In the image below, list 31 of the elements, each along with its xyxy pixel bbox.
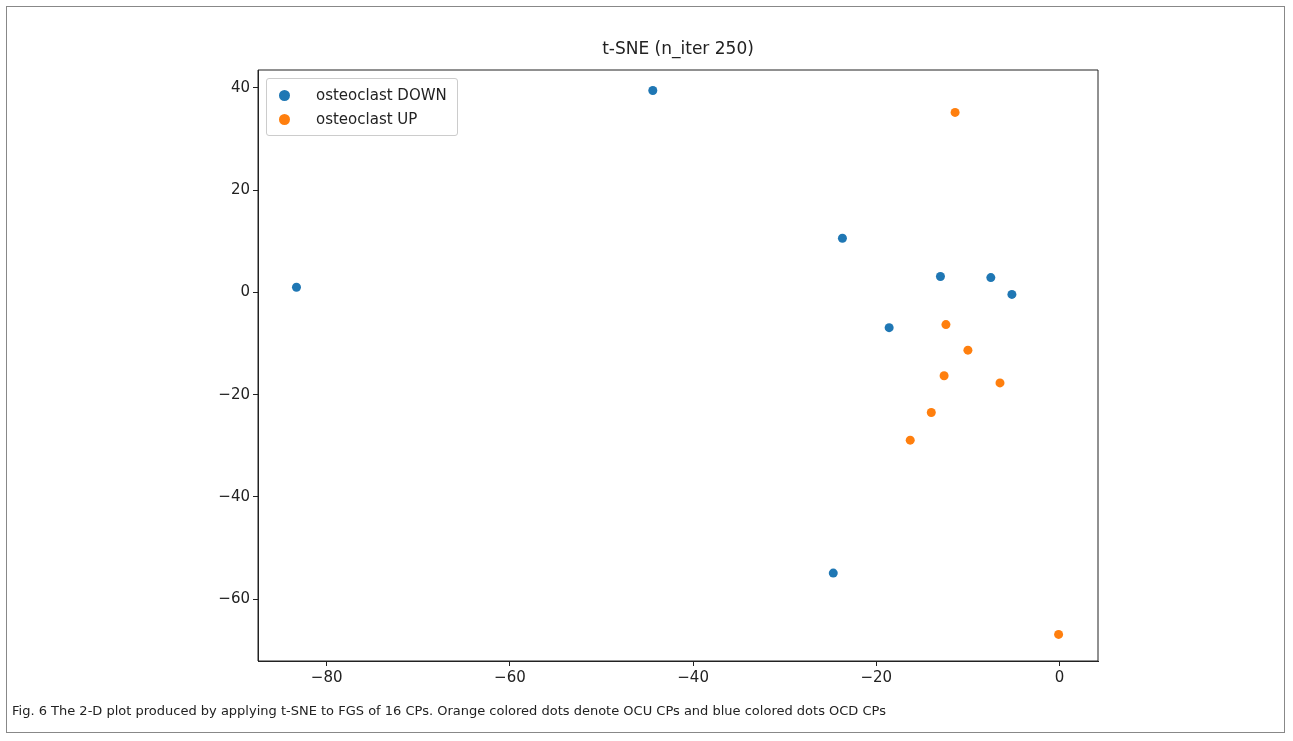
x-tick-label: −60 bbox=[494, 667, 526, 686]
y-tick-label: 20 bbox=[230, 180, 250, 199]
point bbox=[1007, 289, 1017, 299]
point bbox=[884, 323, 894, 333]
point bbox=[828, 568, 838, 578]
point bbox=[941, 320, 951, 330]
caption: Fig. 6 The 2-D plot produced by applying t-SNE to FGS of 16 CPs. Orange colored dots denote OCU CPs and blue colored dots OCD CPs bbox=[12, 703, 886, 718]
point bbox=[950, 107, 960, 117]
legend-label: osteoclast UP bbox=[316, 110, 418, 128]
legend-label: osteoclast DOWN bbox=[316, 86, 447, 104]
point bbox=[963, 345, 973, 355]
point bbox=[939, 371, 949, 381]
point bbox=[291, 282, 301, 292]
x-tick-label: 0 bbox=[1054, 667, 1065, 686]
x-tick-label: −20 bbox=[860, 667, 893, 686]
y-tick-label: −60 bbox=[218, 589, 250, 608]
y-tick-label: 0 bbox=[240, 282, 250, 301]
x-tick-label: −80 bbox=[310, 667, 343, 686]
point bbox=[905, 435, 915, 445]
y-tick-label: −40 bbox=[218, 486, 250, 505]
point bbox=[995, 378, 1005, 388]
point bbox=[935, 272, 945, 282]
y-tick-label: −20 bbox=[218, 384, 250, 403]
point bbox=[1054, 629, 1064, 639]
chart-title: t-SNE (n_iter 250) bbox=[601, 38, 755, 58]
point bbox=[986, 273, 996, 283]
x-tick-label: −40 bbox=[677, 667, 709, 686]
point bbox=[648, 85, 658, 95]
point bbox=[926, 408, 936, 418]
point bbox=[837, 233, 847, 243]
y-tick-label: 40 bbox=[230, 77, 250, 96]
